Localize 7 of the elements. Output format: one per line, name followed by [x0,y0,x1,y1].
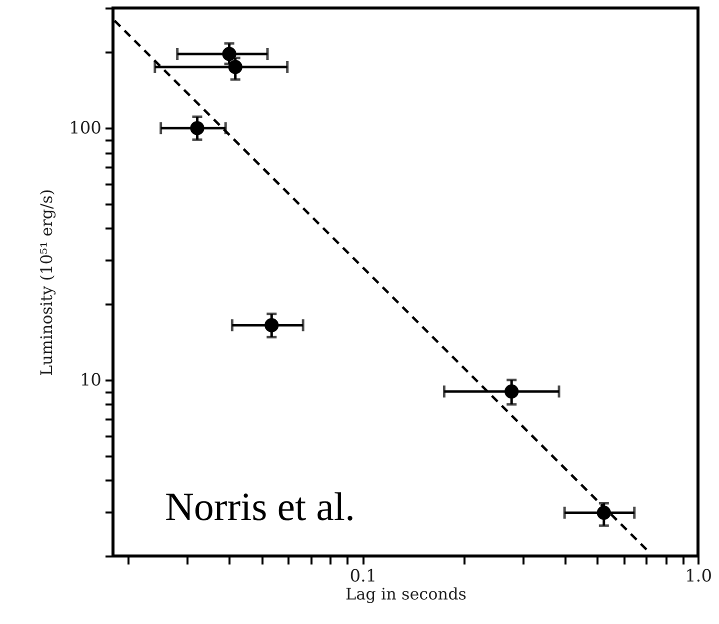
y-tick-label: 100 [69,118,102,139]
y-axis-title: Luminosity (10⁵¹ erg/s) [37,189,56,376]
x-axis-title: Lag in seconds [345,584,467,604]
x-tick-label: 0.1 [350,566,377,586]
y-tick-label: 10 [80,370,102,390]
annotation: Norris et al. [165,484,355,529]
x-tick-label: 1.0 [684,566,712,586]
